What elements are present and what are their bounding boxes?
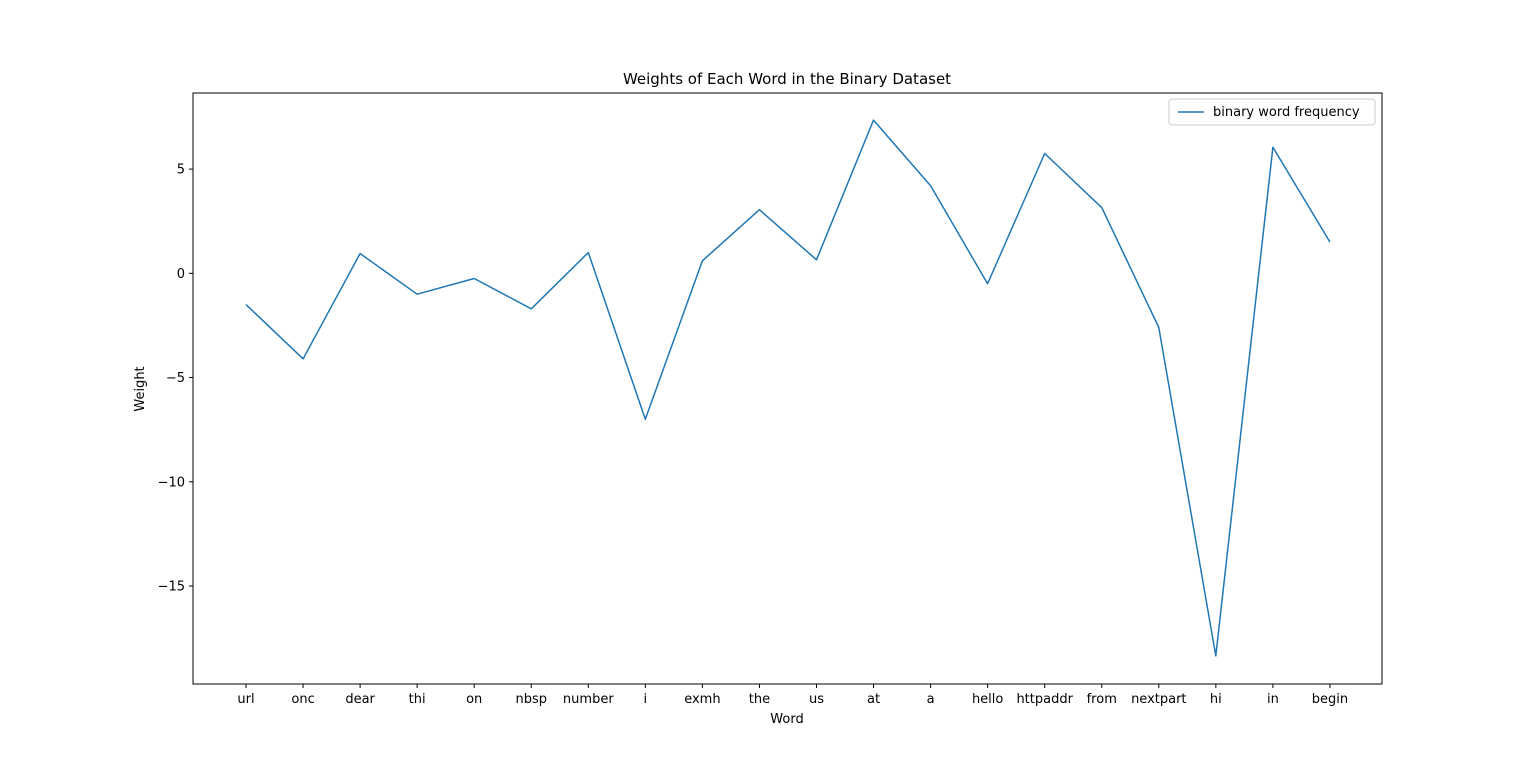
legend: binary word frequency (1168, 98, 1376, 126)
series-line (245, 119, 1331, 657)
x-tick-label-on: on (466, 692, 482, 707)
x-axis: url onc dear thi on nbsp number i exmh the us at a he… (237, 684, 1348, 707)
plot-area (192, 92, 1383, 685)
y-tick-label: 0 (177, 267, 185, 282)
x-tick-label-url: url (237, 692, 254, 707)
x-tick-label-number: number (563, 692, 614, 707)
y-tick-label: −10 (158, 475, 185, 490)
x-tick-label-dear: dear (345, 692, 375, 707)
x-tick-label-at: at (867, 692, 880, 707)
y-axis: 5 0 −5 −10 −15 (158, 163, 193, 595)
y-tick-label: −5 (166, 371, 185, 386)
plot-frame (192, 92, 1383, 685)
x-tick-label-begin: begin (1312, 692, 1348, 707)
x-tick-label-hello: hello (972, 692, 1003, 707)
x-tick-label-from: from (1087, 692, 1117, 707)
chart-title: Weights of Each Word in the Binary Datas… (623, 70, 951, 88)
y-tick-label: −15 (158, 580, 185, 595)
y-axis-label: Weight (133, 366, 148, 411)
x-tick-label-i: i (644, 692, 648, 707)
x-tick-label-thi: thi (409, 692, 426, 707)
x-tick-label-httpaddr: httpaddr (1016, 692, 1073, 707)
x-tick-label-nextpart: nextpart (1131, 692, 1186, 707)
x-tick-label-in: in (1267, 692, 1279, 707)
x-tick-label-the: the (749, 692, 770, 707)
x-tick-label-a: a (927, 692, 935, 707)
legend-box (1168, 98, 1376, 126)
x-tick-label-us: us (809, 692, 824, 707)
legend-entry: binary word frequency (1213, 105, 1360, 120)
x-tick-label-nbsp: nbsp (515, 692, 547, 707)
x-tick-label-onc: onc (291, 692, 314, 707)
x-axis-label: Word (770, 712, 803, 727)
x-tick-label-hi: hi (1210, 692, 1222, 707)
x-tick-label-exmh: exmh (684, 692, 720, 707)
y-tick-label: 5 (177, 163, 185, 178)
